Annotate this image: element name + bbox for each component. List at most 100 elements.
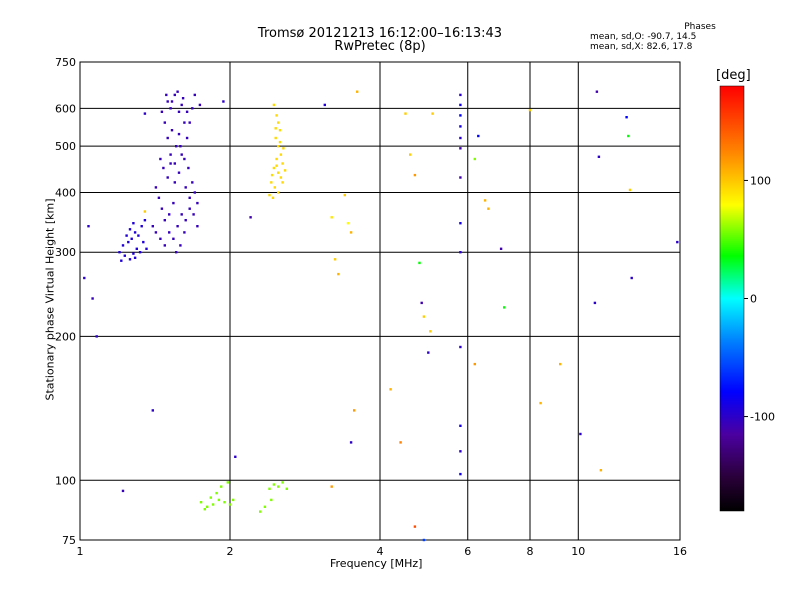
data-point	[279, 153, 283, 156]
data-point	[272, 483, 276, 486]
data-point	[595, 90, 599, 93]
data-point	[282, 147, 285, 150]
data-point	[137, 234, 140, 237]
data-point	[176, 90, 179, 93]
data-point	[263, 505, 267, 508]
data-point	[277, 171, 280, 174]
data-point	[349, 441, 353, 444]
tick-labels: 1 2 4 6 8 10 16 75 100 200 300 400 500 600 750	[55, 56, 687, 558]
y-tick-label: 200	[55, 330, 76, 343]
data-point	[120, 259, 123, 262]
x-tick-label: 10	[571, 545, 585, 558]
data-point	[487, 207, 490, 210]
data-point	[168, 231, 171, 234]
data-point	[413, 525, 417, 528]
data-point	[179, 145, 182, 148]
y-tick-label: 600	[55, 102, 76, 115]
data-point	[459, 103, 462, 107]
data-point	[180, 153, 183, 156]
data-point	[172, 201, 175, 205]
data-point	[166, 136, 169, 140]
data-point	[281, 162, 284, 165]
data-point	[356, 90, 359, 93]
data-point	[163, 244, 166, 247]
data-point	[191, 107, 194, 110]
data-point	[165, 93, 168, 97]
data-point	[169, 153, 172, 156]
data-point	[628, 188, 632, 192]
data-point	[597, 155, 601, 158]
data-point	[133, 231, 137, 234]
data-point	[173, 162, 176, 165]
chart-title: Tromsø 20121213 16:12:00–16:13:43	[257, 26, 503, 41]
data-point	[459, 147, 462, 150]
data-point	[181, 97, 185, 100]
data-point	[625, 116, 628, 119]
data-point	[130, 237, 133, 240]
data-point	[278, 129, 282, 132]
data-point	[142, 240, 145, 244]
data-point	[159, 157, 162, 161]
data-point	[91, 297, 94, 300]
data-point	[196, 201, 199, 205]
data-point	[228, 503, 232, 506]
data-point	[273, 186, 276, 189]
data-point	[172, 237, 175, 240]
data-point	[163, 121, 166, 124]
data-point	[193, 93, 196, 97]
phase-stats-o: mean, sd,O: -90.7, 14.5	[590, 32, 697, 42]
colorbar-tick-label: 100	[750, 174, 771, 187]
data-point	[459, 472, 462, 476]
data-point	[143, 219, 147, 222]
data-point	[330, 216, 333, 219]
data-point	[125, 234, 128, 237]
data-point	[459, 251, 462, 254]
data-point	[177, 110, 181, 113]
colorbar	[719, 85, 745, 512]
data-point	[215, 491, 218, 495]
data-point	[184, 219, 187, 222]
data-point	[170, 129, 174, 132]
data-point	[275, 157, 278, 161]
data-point	[627, 134, 630, 138]
data-point	[188, 121, 191, 124]
data-point	[270, 181, 273, 184]
data-point	[188, 207, 191, 210]
x-tick-label: 8	[527, 545, 534, 558]
data-point	[499, 247, 503, 250]
x-tick-label: 2	[227, 545, 234, 558]
data-point	[145, 247, 148, 250]
data-point	[275, 114, 278, 117]
data-point	[184, 186, 187, 189]
data-point	[279, 176, 283, 179]
data-point	[593, 301, 597, 305]
data-point	[272, 103, 276, 107]
data-point	[170, 100, 174, 103]
data-point	[128, 258, 132, 261]
data-point	[277, 121, 280, 124]
data-point	[278, 140, 282, 144]
data-point	[459, 136, 462, 140]
data-point	[413, 173, 417, 177]
y-axis-label: Stationary phase Virtual Height [km]	[43, 198, 57, 401]
data-point	[203, 508, 206, 511]
data-point	[431, 112, 434, 115]
data-point	[459, 345, 462, 349]
data-point	[272, 166, 276, 170]
data-point	[177, 132, 181, 136]
data-point	[128, 228, 132, 231]
x-tick-label: 6	[464, 545, 471, 558]
y-tick-label: 750	[55, 56, 76, 69]
colorbar-tick-label: -100	[750, 411, 775, 424]
data-point	[277, 191, 280, 194]
data-point	[180, 103, 183, 107]
data-point	[185, 136, 189, 140]
data-point	[151, 225, 154, 228]
data-point	[528, 108, 532, 112]
y-tick-label: 400	[55, 186, 76, 199]
data-point	[223, 501, 226, 504]
data-point	[196, 225, 199, 228]
data-point	[275, 164, 278, 167]
data-point	[163, 219, 166, 222]
